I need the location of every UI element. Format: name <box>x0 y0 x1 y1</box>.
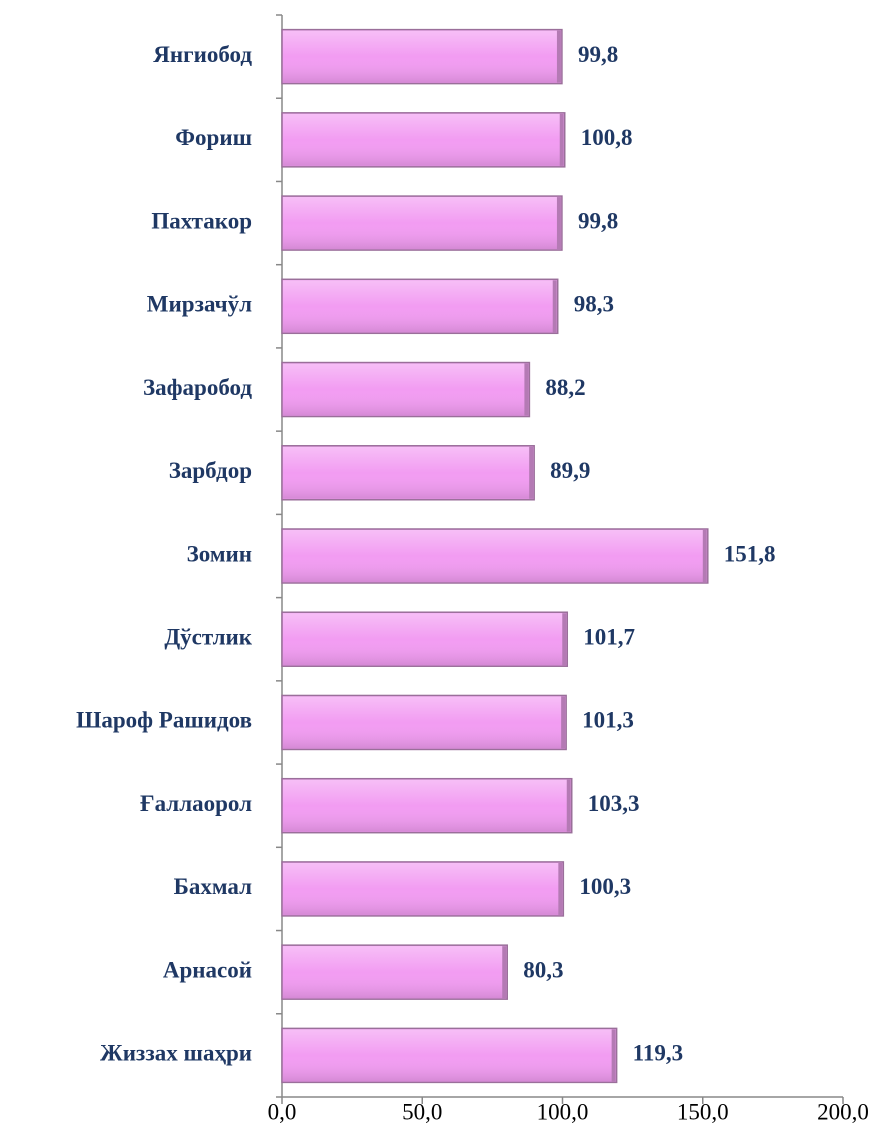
x-tick-label: 50,0 <box>402 1099 442 1124</box>
bar-shine <box>283 280 557 333</box>
bar-shine <box>283 113 564 166</box>
value-label: 100,3 <box>579 874 631 899</box>
bar-edge <box>556 30 561 83</box>
bar-edge <box>529 446 534 499</box>
bar-edge <box>556 197 561 250</box>
y-tick-label: Жиззах шаҳри <box>100 1041 252 1066</box>
bar-edge <box>502 946 507 999</box>
value-label: 101,3 <box>582 708 634 733</box>
bar-shine <box>283 363 529 416</box>
y-tick-label: Ғаллаорол <box>140 791 252 816</box>
value-label: 100,8 <box>581 125 633 150</box>
x-tick-label: 0,0 <box>268 1099 297 1124</box>
value-label: 99,8 <box>578 208 618 233</box>
bar-edge <box>559 113 564 166</box>
value-label: 101,7 <box>583 625 635 650</box>
y-tick-label: Арнасой <box>163 957 252 982</box>
bar-shine <box>283 613 567 666</box>
bar-shine <box>283 30 561 83</box>
bar-edge <box>558 862 563 915</box>
bar-shine <box>283 779 571 832</box>
bar-edge <box>524 363 529 416</box>
y-tick-label: Фориш <box>175 125 252 150</box>
bar-edge <box>562 613 567 666</box>
y-tick-label: Шароф Рашидов <box>76 708 252 733</box>
bar-shine <box>283 696 566 749</box>
bar-shine <box>283 197 561 250</box>
value-label: 80,3 <box>523 957 563 982</box>
value-label: 89,9 <box>550 458 590 483</box>
bar-shine <box>283 530 707 582</box>
bar-shine <box>283 946 507 999</box>
value-label: 99,8 <box>578 42 618 67</box>
bar-edge <box>611 1029 616 1082</box>
value-label: 103,3 <box>588 791 640 816</box>
bar-shine <box>283 862 563 915</box>
y-tick-label: Янгиобод <box>153 42 252 67</box>
bar-edge <box>561 696 566 749</box>
y-tick-label: Мирзачўл <box>147 292 252 317</box>
bar-edge <box>566 779 571 832</box>
y-tick-label: Пахтакор <box>151 208 252 233</box>
bar-shine <box>283 1029 616 1082</box>
value-label: 151,8 <box>724 541 776 566</box>
bar-shine <box>283 446 534 499</box>
x-tick-label: 100,0 <box>537 1099 589 1124</box>
y-tick-label: Зафаробод <box>143 375 252 400</box>
y-tick-label: Дўстлик <box>164 625 252 650</box>
y-tick-label: Зомин <box>187 541 252 566</box>
value-label: 98,3 <box>574 292 614 317</box>
bar-edge <box>552 280 557 333</box>
y-tick-label: Зарбдор <box>169 458 252 483</box>
bar-edge <box>702 530 707 582</box>
value-label: 119,3 <box>633 1041 683 1066</box>
x-tick-label: 200,0 <box>817 1099 869 1124</box>
x-tick-label: 150,0 <box>677 1099 729 1124</box>
y-tick-label: Бахмал <box>174 874 252 899</box>
value-label: 88,2 <box>545 375 585 400</box>
